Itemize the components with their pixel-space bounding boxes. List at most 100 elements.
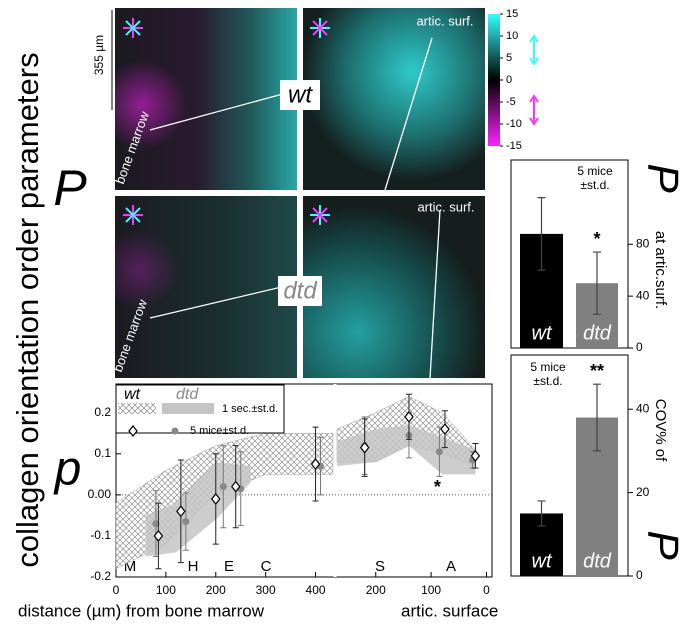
plot-frame — [115, 383, 493, 578]
significance: * — [593, 229, 600, 249]
surf-label: artic. surf. — [416, 13, 473, 28]
images — [111, 8, 539, 379]
P-label: P — [53, 160, 87, 216]
label-box — [278, 276, 322, 306]
bar-label: wt — [532, 550, 553, 572]
x-axis-label: distance (µm) from bone marrow — [18, 601, 265, 620]
plot-frame — [510, 354, 629, 577]
y-tick-label: 40 — [636, 288, 650, 302]
marker — [404, 410, 414, 423]
marker — [230, 480, 241, 493]
zone-label: E — [224, 558, 234, 575]
significance: ** — [590, 361, 604, 381]
profile-line — [384, 37, 433, 191]
bar-label: wt — [532, 322, 553, 344]
marker — [182, 518, 190, 526]
x-tick-label: 0 — [113, 583, 120, 597]
legend-label: 5 mice±st.d. — [190, 425, 249, 437]
y-tick-label: 40 — [636, 401, 650, 415]
annotation: ±st.d. — [580, 178, 609, 192]
band — [337, 425, 476, 475]
image-panel — [303, 196, 485, 378]
annotation: 5 mice — [577, 164, 613, 178]
zone-label: H — [188, 558, 199, 575]
image-shade — [115, 230, 195, 310]
marker — [219, 483, 227, 491]
x-tick-label: 300 — [256, 583, 276, 597]
scale-label: 355 µm — [92, 35, 106, 75]
x-axis-label: artic. surface — [401, 601, 498, 620]
legend-swatch — [118, 403, 156, 414]
zone-label: A — [446, 558, 456, 575]
profile-line — [149, 91, 291, 131]
legend-swatch — [162, 403, 214, 414]
error-bar — [537, 500, 546, 527]
marker — [152, 520, 160, 528]
bar-label: dtd — [583, 550, 612, 572]
x-tick-label: 100 — [421, 583, 441, 597]
p-label: p — [53, 443, 82, 496]
y-axis-label: P — [638, 163, 680, 193]
annotation: ±st.d. — [533, 374, 562, 388]
zone-label: C — [261, 558, 272, 575]
marker — [310, 458, 321, 471]
y-axis-label: at artic.surf. — [652, 231, 669, 309]
zone-label: S — [375, 558, 385, 575]
image-shade — [115, 60, 205, 150]
profile-line — [429, 209, 441, 379]
cbar-arrow — [529, 94, 539, 126]
bar-label: dtd — [583, 322, 612, 344]
colorbar-tick-label: 5 — [506, 52, 512, 64]
profile-line — [149, 284, 291, 319]
marker — [359, 441, 370, 454]
legend-marker — [171, 427, 179, 435]
x-tick-label: 200 — [366, 583, 386, 597]
x-tick-label: 200 — [206, 583, 226, 597]
polarization-icons — [123, 18, 330, 225]
y-axis-label: COV% of — [652, 399, 669, 462]
y-tick-label: 0.00 — [88, 487, 112, 501]
surf-label: artic. surf. — [417, 199, 474, 214]
y-tick-label: 0 — [636, 340, 643, 354]
x-tick-label: 100 — [156, 583, 176, 597]
marker — [470, 449, 481, 462]
plot-frame — [510, 159, 629, 349]
colorbar-tick-label: 10 — [506, 30, 518, 42]
y-tick-label: -0.1 — [90, 528, 111, 542]
legend-label: 1 sec.±st.d. — [222, 403, 278, 415]
colorbar-tick-label: 15 — [506, 8, 518, 20]
figure-ylabel: collagen orientation order parameters — [10, 52, 45, 567]
marker — [176, 505, 186, 518]
y-tick-label: 20 — [636, 485, 650, 499]
marker — [153, 529, 164, 542]
y-tick-label: -0.2 — [90, 569, 111, 583]
marker — [440, 423, 450, 436]
legend-label: wt — [124, 386, 141, 403]
y-tick-label: 0 — [636, 568, 643, 582]
genotype-label: dtd — [283, 277, 317, 304]
colorbar-tick-label: 0 — [506, 74, 512, 86]
label-box — [280, 80, 320, 110]
colorbar-tick-label: -5 — [506, 96, 516, 108]
annotation: 5 mice — [530, 360, 566, 374]
x-tick-label: 0 — [483, 583, 490, 597]
y-axis-label: P — [638, 530, 680, 560]
colorbar-tick-label: -10 — [506, 118, 522, 130]
marker — [211, 493, 221, 505]
y-tick-label: 0.2 — [94, 405, 111, 419]
error-bar — [593, 251, 601, 315]
genotype-label: wt — [288, 81, 313, 108]
error-bar — [537, 197, 546, 271]
x-tick-label: 400 — [306, 583, 326, 597]
y-tick-label: 80 — [636, 236, 650, 250]
marker — [435, 448, 443, 456]
y-tick-label: 0.1 — [94, 446, 111, 460]
colorbar — [488, 14, 500, 146]
cbar-arrow — [529, 34, 539, 66]
error-bar — [593, 383, 601, 452]
legend-marker — [128, 425, 138, 437]
significance: * — [434, 477, 441, 497]
colorbar-tick-label: -15 — [506, 140, 522, 152]
legend-label: dtd — [176, 386, 199, 403]
